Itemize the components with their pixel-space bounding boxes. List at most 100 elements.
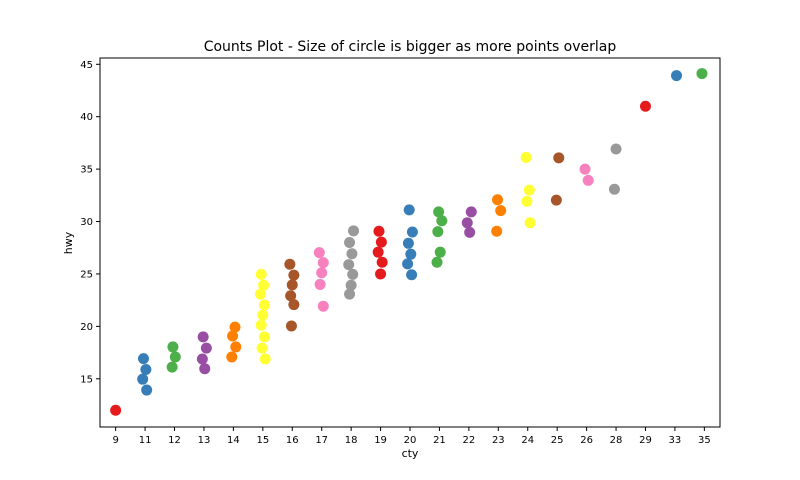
- data-point: [582, 174, 594, 186]
- data-point: [345, 279, 357, 291]
- x-tick-label: 14: [227, 435, 240, 446]
- x-axis: 9 11 12 13 14 15 16 17 18 19 20 21 22 23 24 25 26 28 29 33 3…: [112, 427, 711, 446]
- points-layer: [110, 68, 708, 416]
- data-point: [372, 246, 384, 258]
- data-point: [316, 267, 328, 279]
- data-point: [137, 373, 149, 385]
- x-tick-label: 26: [580, 435, 593, 446]
- x-axis-label: cty: [402, 447, 419, 460]
- data-point: [227, 330, 239, 342]
- x-tick-label: 15: [256, 435, 269, 446]
- data-point: [405, 248, 417, 260]
- data-point: [521, 195, 533, 207]
- plot-frame: [99, 57, 721, 428]
- data-point: [403, 204, 415, 216]
- x-tick-label: 24: [521, 435, 534, 446]
- data-point: [200, 342, 212, 354]
- data-point: [344, 237, 356, 248]
- data-point: [314, 278, 326, 290]
- data-point: [465, 206, 477, 218]
- data-point: [284, 258, 296, 270]
- data-point: [375, 236, 387, 248]
- data-point: [671, 70, 683, 82]
- x-tick-label: 20: [404, 435, 417, 446]
- x-tick-label: 12: [168, 435, 181, 446]
- data-point: [110, 404, 122, 416]
- y-tick-label: 15: [80, 374, 93, 385]
- data-point: [348, 225, 360, 237]
- x-tick-label: 22: [463, 435, 476, 446]
- data-point: [285, 290, 297, 302]
- data-point: [433, 206, 445, 218]
- y-tick-label: 45: [80, 60, 93, 71]
- data-point: [254, 288, 266, 300]
- data-point: [520, 151, 532, 163]
- x-tick-label: 17: [315, 435, 328, 446]
- x-tick-label: 11: [139, 435, 152, 446]
- y-tick-label: 30: [80, 217, 93, 228]
- x-tick-label: 16: [286, 435, 299, 446]
- data-point: [255, 319, 267, 331]
- data-point: [461, 217, 473, 229]
- y-tick-label: 40: [80, 112, 93, 123]
- x-tick-label: 23: [492, 435, 505, 446]
- data-point: [256, 342, 268, 354]
- data-point: [523, 184, 535, 196]
- x-tick-label: 33: [669, 435, 682, 446]
- x-tick-label: 29: [639, 435, 652, 446]
- data-point: [317, 300, 329, 312]
- data-point: [346, 248, 358, 260]
- data-point: [375, 268, 387, 280]
- data-point: [610, 143, 622, 155]
- y-tick-label: 20: [80, 322, 93, 333]
- x-tick-label: 13: [198, 435, 211, 446]
- data-point: [431, 256, 443, 268]
- data-point: [166, 361, 178, 373]
- data-point: [230, 341, 242, 353]
- data-point: [286, 279, 298, 291]
- data-point: [524, 217, 536, 229]
- data-point: [258, 331, 270, 343]
- data-point: [495, 205, 507, 217]
- data-point: [406, 269, 418, 281]
- data-point: [199, 363, 211, 375]
- data-point: [169, 351, 181, 363]
- data-point: [402, 237, 414, 249]
- data-point: [402, 258, 414, 270]
- data-point: [141, 384, 153, 396]
- data-point: [255, 268, 267, 280]
- data-point: [376, 256, 388, 268]
- data-point: [257, 309, 269, 321]
- y-tick-label: 35: [80, 165, 93, 176]
- x-tick-label: 28: [610, 435, 623, 446]
- data-point: [343, 259, 355, 271]
- x-tick-label: 35: [698, 435, 711, 446]
- data-point: [436, 215, 448, 227]
- x-tick-label: 19: [374, 435, 387, 446]
- data-point: [259, 353, 271, 365]
- data-point: [288, 269, 300, 281]
- data-point: [491, 225, 503, 237]
- data-point: [553, 152, 565, 164]
- data-point: [258, 299, 270, 311]
- data-point: [140, 363, 152, 375]
- x-tick-label: 25: [551, 435, 564, 446]
- data-point: [579, 163, 591, 175]
- data-point: [167, 341, 179, 353]
- x-tick-label: 9: [112, 435, 118, 446]
- data-point: [196, 353, 208, 365]
- data-point: [317, 257, 329, 269]
- x-tick-label: 21: [433, 435, 446, 446]
- x-tick-label: 18: [345, 435, 358, 446]
- data-point: [434, 246, 446, 258]
- data-point: [285, 320, 297, 332]
- data-point: [432, 226, 444, 238]
- data-point: [229, 321, 241, 333]
- y-axis-label: hwy: [62, 231, 75, 254]
- data-point: [197, 331, 209, 343]
- data-point: [492, 194, 504, 206]
- data-point: [226, 351, 238, 363]
- data-point: [288, 299, 300, 311]
